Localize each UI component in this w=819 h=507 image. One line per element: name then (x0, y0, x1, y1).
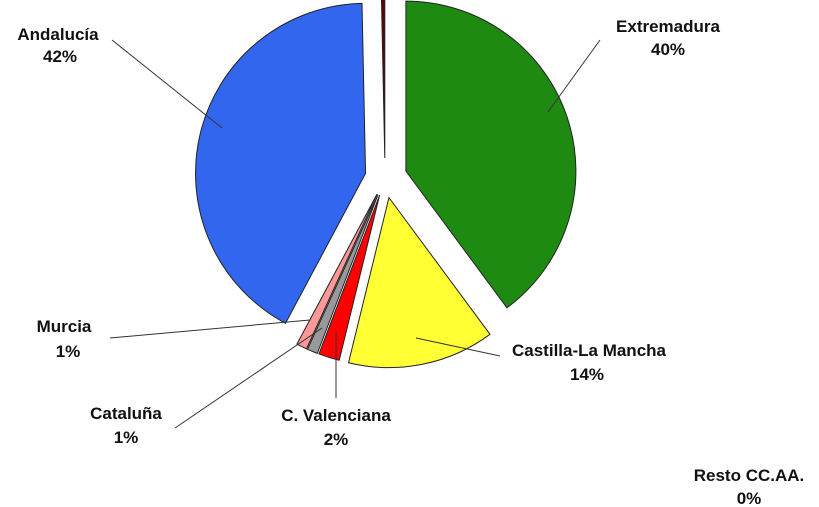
pie-slice-murcia (296, 193, 378, 350)
slice-label-castilla-la-mancha-name: Castilla-La Mancha (512, 341, 667, 360)
pie-slice-resto-cc-aa (380, 0, 386, 159)
slice-label-andalucia-percent: 42% (43, 47, 77, 66)
pie-slice-c-valenciana (318, 195, 381, 361)
slice-label-murcia-name: Murcia (37, 317, 92, 336)
leader-line-catalu-a (174, 327, 323, 429)
slice-label-c-valenciana-percent: 2% (324, 430, 349, 449)
leader-lines (109, 39, 601, 429)
leader-line-extremadura (547, 39, 601, 113)
pie-slice-castilla-la-mancha (347, 196, 491, 369)
leader-line-castilla-la-mancha (415, 337, 501, 357)
pie-slice-andaluc-a (195, 2, 367, 324)
slice-label-castilla-la-mancha-percent: 14% (570, 365, 604, 384)
slice-label-murcia-percent: 1% (56, 342, 81, 361)
pie-slice-extremadura (405, 0, 577, 309)
leader-line-murcia (109, 319, 311, 339)
pie-slices (195, 0, 577, 369)
slice-label-extremadura-name: Extremadura (616, 17, 720, 36)
slice-label-extremadura-percent: 40% (651, 40, 685, 59)
slice-label-cataluna-name: Cataluña (90, 404, 162, 423)
slice-label-andalucia-name: Andalucía (17, 25, 99, 44)
slice-label-resto-name: Resto CC.AA. (694, 466, 805, 485)
slice-label-resto-percent: 0% (737, 489, 762, 507)
pie-slice-catalu-a (306, 194, 379, 355)
leader-line-andaluc-a (111, 39, 223, 129)
slice-label-c-valenciana-name: C. Valenciana (281, 406, 391, 425)
slice-label-cataluna-percent: 1% (114, 428, 139, 447)
